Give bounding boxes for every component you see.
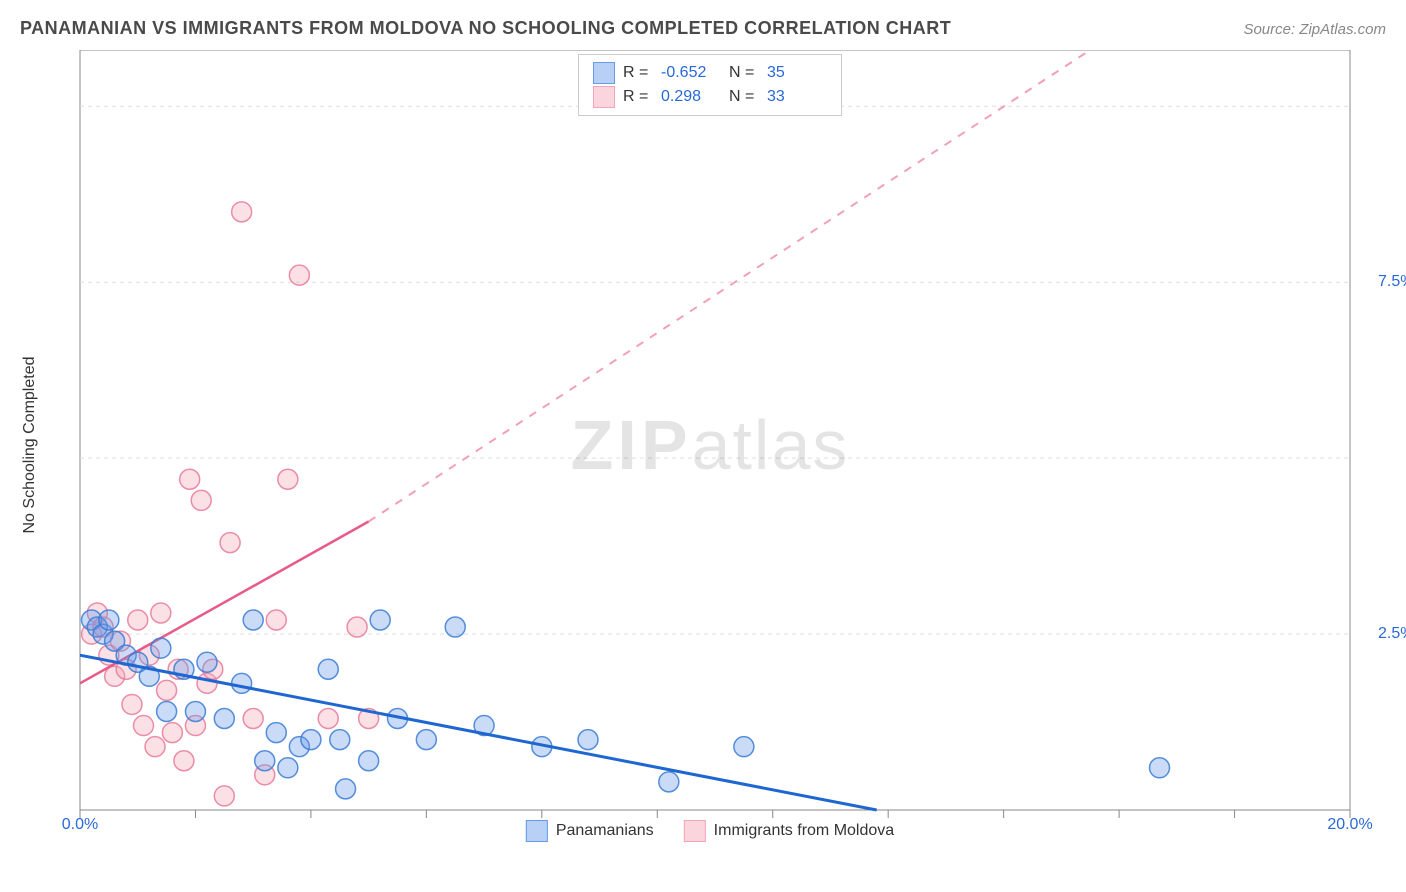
legend-item-panamanians: Panamanians — [526, 820, 654, 842]
correlation-legend: R = -0.652 N = 35 R = 0.298 N = 33 — [578, 54, 842, 116]
source-attribution: Source: ZipAtlas.com — [1243, 21, 1386, 38]
series-legend: Panamanians Immigrants from Moldova — [526, 820, 894, 842]
chart-container: No Schooling Completed ZIPatlas R = -0.6… — [50, 50, 1370, 840]
legend-item-moldova: Immigrants from Moldova — [684, 820, 895, 842]
swatch-moldova — [684, 820, 706, 842]
scatter-chart — [50, 50, 1370, 840]
swatch-series-2 — [593, 86, 615, 108]
x-tick-label: 20.0% — [1327, 816, 1372, 834]
swatch-panamanians — [526, 820, 548, 842]
swatch-series-1 — [593, 62, 615, 84]
chart-title: PANAMANIAN VS IMMIGRANTS FROM MOLDOVA NO… — [20, 18, 951, 39]
legend-row-series-1: R = -0.652 N = 35 — [593, 61, 827, 85]
y-tick-label: 2.5% — [1378, 625, 1406, 643]
y-tick-label: 7.5% — [1378, 273, 1406, 291]
legend-row-series-2: R = 0.298 N = 33 — [593, 85, 827, 109]
y-axis-label: No Schooling Completed — [21, 357, 39, 534]
x-tick-label: 0.0% — [62, 816, 98, 834]
